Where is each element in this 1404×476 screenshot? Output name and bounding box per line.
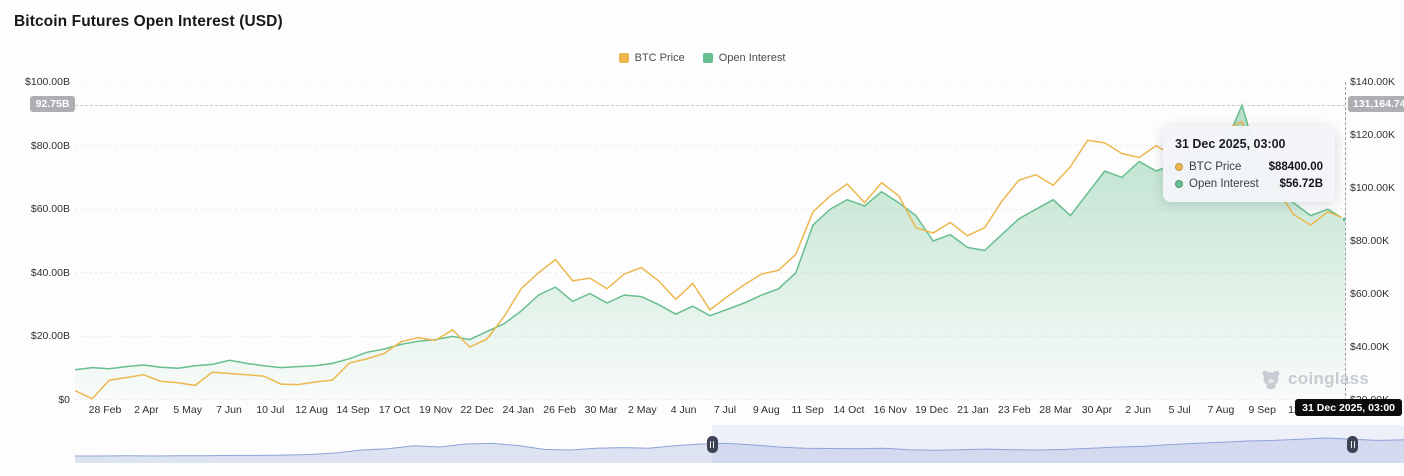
navigator-mini-chart [75, 437, 1404, 463]
coinglass-bear-icon [1262, 370, 1280, 390]
price-open-interest-chart [75, 82, 1345, 400]
chart-legend: BTC Price Open Interest [0, 52, 1404, 64]
x-axis-tick-label: 14 Sep [336, 404, 370, 416]
tooltip-row-open-interest: Open Interest $56.72B [1175, 178, 1323, 190]
crosshair-date-badge: 31 Dec 2025, 03:00 [1295, 399, 1402, 416]
x-axis-tick-label: 9 Sep [1248, 404, 1276, 416]
x-axis-tick-label: 26 Feb [543, 404, 576, 416]
coinglass-watermark: coinglass [1260, 368, 1369, 390]
tooltip-value-btc-price: $88400.00 [1268, 161, 1323, 173]
range-navigator[interactable] [75, 425, 1404, 463]
tooltip-date: 31 Dec 2025, 03:00 [1175, 137, 1286, 151]
x-axis-tick-label: 17 Oct [378, 404, 410, 416]
x-axis-tick-label: 11 Sep [791, 404, 824, 416]
navigator-left-handle[interactable] [706, 436, 718, 453]
tooltip-label-open-interest: Open Interest [1189, 178, 1259, 190]
y-axis-tick-label: $140.00K [1350, 76, 1395, 88]
legend-label-btc-price: BTC Price [634, 52, 685, 64]
x-axis-tick-label: 16 Nov [873, 404, 907, 416]
x-axis-tick-label: 7 Jun [216, 404, 242, 416]
y-axis-tick-label: $60.00K [1350, 288, 1390, 300]
navigator-selected-range[interactable] [711, 425, 1404, 463]
x-axis-tick-label: 2 Jun [1125, 404, 1152, 416]
x-axis-tick-label: 14 Oct [833, 404, 865, 416]
tooltip-value-open-interest: $56.72B [1279, 178, 1323, 190]
x-axis-tick-label: 23 Feb [997, 404, 1031, 416]
x-axis-tick-label: 4 Jun [670, 404, 697, 416]
legend-item-open-interest[interactable]: Open Interest [702, 52, 786, 64]
x-axis-tick-label: 9 Aug [752, 404, 780, 416]
x-axis-tick-label: 10 Jul [256, 404, 285, 416]
y-axis-tick-label: $120.00K [1350, 129, 1395, 141]
tooltip-label-btc-price: BTC Price [1189, 161, 1242, 173]
y-axis-tick-label: $40.00B [30, 266, 70, 279]
x-axis-tick-label: 19 Dec [914, 404, 949, 416]
x-axis-tick-label: 28 Feb [88, 404, 122, 416]
right-axis-value-badge: 131,164.74 [1348, 96, 1404, 113]
hover-tooltip: 31 Dec 2025, 03:00 BTC Price $88400.00 O… [1163, 126, 1335, 202]
y-axis-tick-label: $20.00B [30, 330, 70, 343]
watermark-text: coinglass [1288, 369, 1370, 388]
x-axis-tick-label: 19 Nov [418, 404, 453, 416]
x-axis-tick-label: 28 Mar [1039, 404, 1072, 416]
page-title: Bitcoin Futures Open Interest (USD) [14, 13, 283, 30]
x-axis-tick-label: 5 May [173, 404, 202, 416]
x-axis-tick-label: 24 Jan [502, 404, 535, 416]
open-interest-dot-icon [1175, 180, 1183, 188]
legend-label-open-interest: Open Interest [718, 52, 786, 64]
y-axis-tick-label: $80.00B [30, 139, 70, 152]
x-axis-tick-label: 7 Aug [1207, 404, 1235, 416]
y-axis-tick-label: $40.00K [1350, 341, 1390, 353]
x-axis-tick-label: 22 Dec [460, 404, 494, 416]
main-chart-area[interactable] [75, 82, 1345, 400]
y-axis-tick-label: $80.00K [1350, 235, 1390, 247]
x-axis-tick-label: 2 Apr [134, 404, 159, 416]
y-axis-tick-label: $100.00B [25, 76, 70, 88]
x-axis-tick-label: 5 Jul [1168, 404, 1191, 416]
legend-item-btc-price[interactable]: BTC Price [618, 52, 685, 64]
x-axis-tick-label: 12 Aug [295, 404, 328, 416]
x-axis-tick-label: 7 Jul [713, 404, 737, 416]
navigator-right-handle[interactable] [1347, 436, 1359, 453]
x-axis-tick-label: 30 Mar [584, 404, 618, 416]
btc-price-swatch-icon [618, 53, 629, 63]
x-axis-tick-label: 2 May [627, 404, 657, 416]
open-interest-swatch-icon [702, 53, 713, 63]
tooltip-row-btc-price: BTC Price $88400.00 [1175, 161, 1323, 173]
marker-line [75, 105, 1345, 107]
crosshair-line [1345, 82, 1346, 416]
y-axis-tick-label: $60.00B [30, 203, 70, 216]
left-axis-value-badge: 92.75B [30, 96, 75, 113]
y-axis-tick-label: $100.00K [1350, 182, 1395, 194]
x-axis-tick-label: 21 Jan [957, 404, 989, 416]
x-axis-tick-label: 30 Apr [1081, 404, 1113, 416]
btc-price-dot-icon [1175, 163, 1183, 171]
y-axis-tick-label: $0 [58, 394, 70, 406]
